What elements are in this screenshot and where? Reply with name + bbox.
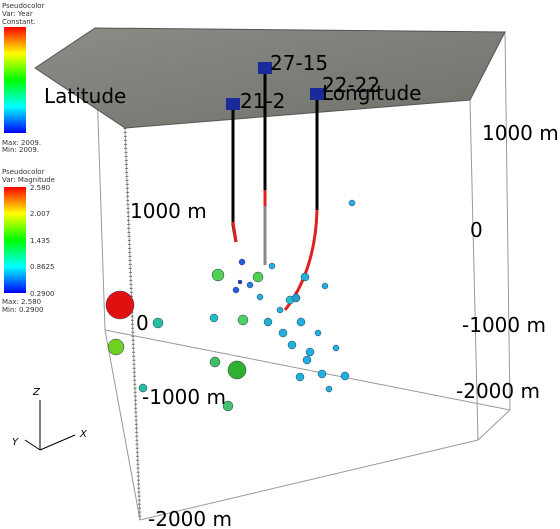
event-sphere — [341, 372, 349, 380]
event-sphere — [269, 263, 275, 269]
event-sphere — [326, 386, 332, 392]
axis-tick-label: 1000 m — [482, 121, 559, 145]
axis-tick-label: -2000 m — [148, 507, 232, 529]
event-sphere — [288, 341, 296, 349]
seismic-events — [106, 200, 355, 411]
well-label: 22-22 — [322, 73, 380, 97]
event-sphere — [296, 373, 304, 381]
event-sphere — [233, 287, 239, 293]
event-sphere — [318, 370, 326, 378]
legend-note: Constant. — [2, 18, 36, 26]
event-sphere — [292, 294, 300, 302]
event-sphere — [106, 291, 134, 319]
event-sphere — [315, 330, 321, 336]
event-sphere — [238, 315, 248, 325]
legend-var: Var: Magnitude — [2, 176, 55, 184]
legend-magnitude: Pseudocolor Var: Magnitude 2.580 2.007 1… — [2, 168, 55, 314]
event-sphere — [322, 283, 328, 289]
axis-tick-label: -2000 m — [456, 379, 540, 403]
event-sphere — [253, 272, 263, 282]
event-sphere — [239, 259, 245, 265]
event-sphere — [277, 307, 283, 313]
well-label: 27-15 — [270, 51, 328, 75]
legend-var: Var: Year — [2, 10, 33, 18]
event-sphere — [210, 357, 220, 367]
legend-year: Pseudocolor Var: Year Constant. Max: 200… — [2, 2, 45, 154]
event-sphere — [153, 318, 163, 328]
event-sphere — [108, 339, 124, 355]
surface-slab — [35, 28, 505, 128]
event-sphere — [210, 314, 218, 322]
legend-min: Min: 2009. — [2, 146, 39, 154]
event-sphere — [247, 282, 253, 288]
event-sphere — [264, 318, 272, 326]
triad-label: Z — [32, 387, 41, 398]
legend-tick: 1.435 — [30, 237, 50, 245]
event-sphere — [303, 356, 311, 364]
scene: Latitude Longitude 27-15 21-2 22-22 1000… — [0, 0, 560, 529]
axis-tick-label: -1000 m — [462, 313, 546, 337]
axis-triad: Z Y X — [12, 387, 88, 450]
event-sphere — [333, 345, 339, 351]
axis-tick-label: 0 — [470, 218, 483, 242]
event-sphere — [297, 318, 305, 326]
legend-tick: 0.2900 — [30, 290, 55, 298]
event-sphere — [238, 280, 242, 284]
event-sphere — [228, 361, 246, 379]
axis-tick-label: 1000 m — [130, 199, 207, 223]
legend-tick: 2.007 — [30, 210, 50, 218]
event-sphere — [349, 200, 355, 206]
legend-max: Max: 2.580 — [2, 298, 41, 306]
axis-tick-label: 0 — [136, 311, 149, 335]
triad-label: Y — [12, 437, 19, 448]
well-label: 21-2 — [240, 89, 285, 113]
triad-label: X — [79, 429, 88, 440]
event-sphere — [257, 294, 263, 300]
legend-tick: 0.8625 — [30, 263, 55, 271]
event-sphere — [212, 269, 224, 281]
event-sphere — [279, 329, 287, 337]
legend-min: Min: 0.2900 — [2, 306, 44, 314]
axis-label: Latitude — [44, 84, 126, 108]
event-sphere — [306, 348, 314, 356]
legend-tick: 2.580 — [30, 184, 50, 192]
legend-title: Pseudocolor — [2, 2, 45, 10]
event-sphere — [301, 273, 309, 281]
axis-tick-label: -1000 m — [142, 385, 226, 409]
legend-title: Pseudocolor — [2, 168, 45, 176]
